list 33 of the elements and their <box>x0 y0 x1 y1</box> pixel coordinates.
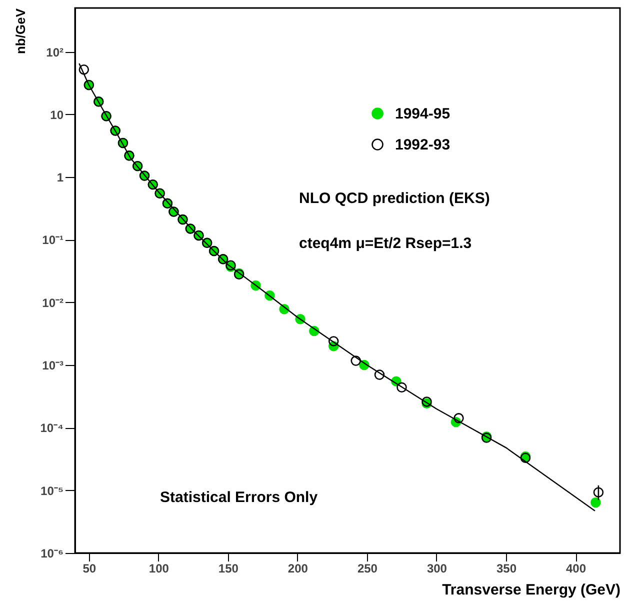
y-tick-label: 10⁻⁶ <box>40 546 64 560</box>
point <box>350 356 361 366</box>
annotation: NLO QCD prediction (EKS) <box>299 190 490 207</box>
x-tick-label: 400 <box>566 562 586 576</box>
annotation: cteq4m μ=Et/2 Rsep=1.3 <box>299 235 472 252</box>
y-tick-label: 10 <box>50 108 64 122</box>
point <box>396 382 407 392</box>
point <box>78 64 90 75</box>
x-tick-label: 350 <box>496 562 517 576</box>
point <box>590 497 601 508</box>
y-tick-label: 10⁻⁵ <box>40 484 64 498</box>
x-tick-label: 300 <box>426 562 448 576</box>
x-tick-label: 250 <box>357 562 378 576</box>
y-tick-label: 10² <box>46 45 64 60</box>
y-tick-label: 10⁻² <box>42 296 64 310</box>
point <box>328 336 339 346</box>
annotation: Statistical Errors Only <box>160 489 318 506</box>
point <box>593 487 604 498</box>
legend-label: 1992-93 <box>395 136 450 154</box>
point <box>374 370 385 380</box>
y-tick-label: 1 <box>56 170 64 185</box>
legend-label: 1994-95 <box>395 106 450 122</box>
x-tick-label: 150 <box>218 562 239 576</box>
point <box>454 413 464 424</box>
y-tick-label: 10⁻¹ <box>42 233 64 248</box>
x-tick-label: 50 <box>82 562 96 576</box>
x-tick-label: 100 <box>148 562 170 576</box>
x-axis-title: Transverse Energy (GeV) <box>442 582 620 598</box>
y-tick-label: 10⁻⁴ <box>40 421 64 436</box>
y-tick-label: 10⁻³ <box>42 358 64 373</box>
x-tick-label: 200 <box>288 562 308 576</box>
y-axis-title: nb/GeV <box>13 8 28 54</box>
line-series <box>78 62 596 512</box>
